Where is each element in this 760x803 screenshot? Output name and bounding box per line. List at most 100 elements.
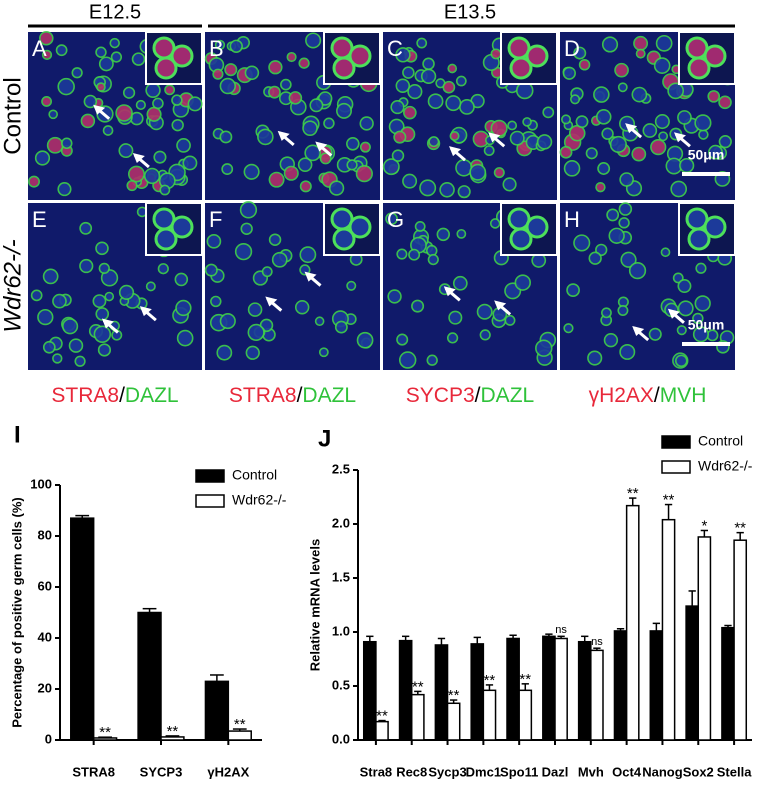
x-tick-label: STRA8 [72, 764, 115, 779]
stain-label: STRA8/DAZL [51, 384, 178, 407]
cell [504, 314, 516, 326]
cell [52, 353, 63, 364]
stage-label: E12.5 [89, 1, 141, 23]
cell [667, 82, 685, 100]
panel-label: C [387, 36, 403, 61]
cell [628, 261, 647, 280]
micrograph [28, 30, 203, 200]
legend-swatch [661, 435, 691, 449]
x-tick-label: Dmc1 [466, 764, 501, 779]
x-tick-label: Spo11 [500, 764, 538, 779]
x-tick-label: Sox2 [683, 764, 714, 779]
arrow-head [277, 130, 290, 141]
cell [476, 303, 493, 320]
cell [110, 51, 123, 63]
stain-part: / [297, 384, 303, 407]
cell [359, 141, 371, 153]
bar [92, 737, 118, 741]
cell [42, 340, 56, 354]
x-tick-label: Stella [717, 764, 752, 779]
cell [493, 167, 505, 179]
arrow-head [632, 325, 645, 336]
cell [407, 84, 423, 100]
cell [483, 145, 495, 157]
cell [152, 97, 164, 110]
cell [426, 354, 438, 366]
cell [395, 78, 411, 94]
cell [127, 165, 145, 183]
bar [721, 626, 735, 741]
panel-label: I [14, 421, 21, 448]
cell [587, 350, 603, 366]
cell [427, 253, 439, 266]
stain-part: SYCP3 [406, 384, 475, 407]
arrow-head [667, 308, 680, 319]
cell [603, 333, 619, 348]
cell [422, 57, 435, 71]
significance: ** [519, 671, 531, 688]
bar [434, 644, 449, 741]
cell [323, 117, 335, 130]
cell [68, 338, 84, 353]
cell [459, 99, 475, 115]
cell [449, 130, 460, 142]
cell [609, 135, 627, 154]
cell [507, 120, 518, 131]
inset-cell [154, 227, 178, 251]
cell [455, 75, 467, 87]
cell [416, 37, 428, 49]
cell [692, 312, 704, 325]
inset-cell [154, 56, 178, 80]
cell [588, 251, 602, 265]
cell [60, 137, 73, 150]
cell [575, 115, 589, 129]
arrow-head [304, 271, 317, 282]
panel-label: J [318, 425, 331, 452]
cell [396, 248, 408, 260]
significance: ** [234, 716, 246, 733]
cell [385, 212, 398, 226]
stain-part: STRA8 [51, 384, 119, 407]
cell [653, 57, 671, 74]
cell [214, 39, 226, 51]
bar [70, 517, 95, 741]
micrograph [382, 31, 558, 200]
cell [408, 248, 421, 261]
cell [390, 100, 405, 115]
cell [221, 163, 234, 175]
cell [593, 86, 610, 103]
cell [355, 165, 373, 183]
cell [563, 160, 581, 177]
cell [648, 327, 662, 341]
cell [229, 39, 243, 53]
significance: ** [663, 492, 675, 509]
cell [695, 262, 707, 274]
cell [297, 157, 313, 172]
y-tick-label: 80 [38, 527, 52, 542]
y-tick-label: 2.5 [332, 461, 350, 476]
significance: ** [627, 485, 639, 502]
cell [655, 34, 673, 52]
cell [52, 293, 67, 309]
cell [427, 93, 444, 110]
panel-label: G [387, 207, 404, 232]
cell [718, 95, 732, 110]
arrow-head [449, 146, 462, 157]
stain-part: MVH [660, 384, 707, 407]
inset-cell [687, 56, 711, 80]
bar [590, 649, 604, 741]
cell [126, 179, 138, 192]
cell [247, 302, 263, 317]
stain-part: / [654, 384, 660, 407]
cell [79, 221, 93, 235]
cell [601, 36, 619, 53]
arrow-head [673, 132, 686, 143]
cell [62, 318, 79, 335]
cell [286, 51, 297, 63]
bar [733, 539, 748, 741]
cell [268, 233, 282, 246]
significance: ** [734, 520, 746, 537]
cell [80, 113, 96, 129]
cell [489, 218, 501, 229]
cell [271, 251, 288, 268]
